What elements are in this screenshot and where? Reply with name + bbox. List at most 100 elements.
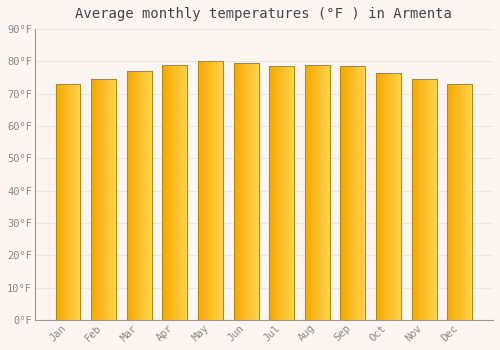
Bar [364,66,366,320]
Bar [471,84,472,320]
Bar [359,66,360,320]
Bar [112,79,114,320]
Bar [91,79,116,320]
Bar [102,79,104,320]
Bar [324,65,325,320]
Bar [140,71,141,320]
Bar [306,65,308,320]
Bar [414,79,416,320]
Bar [376,73,378,320]
Bar [385,73,386,320]
Bar [213,61,214,320]
Bar [181,65,182,320]
Bar [284,66,286,320]
Bar [450,84,451,320]
Bar [236,63,238,320]
Bar [174,65,175,320]
Bar [172,65,174,320]
Bar [63,84,64,320]
Bar [234,63,235,320]
Bar [318,65,320,320]
Bar [346,66,348,320]
Bar [340,66,365,320]
Bar [178,65,180,320]
Bar [412,79,436,320]
Bar [426,79,428,320]
Bar [322,65,324,320]
Bar [273,66,274,320]
Bar [222,61,223,320]
Bar [422,79,423,320]
Bar [74,84,76,320]
Bar [115,79,116,320]
Bar [400,73,401,320]
Bar [110,79,111,320]
Bar [198,61,200,320]
Bar [354,66,356,320]
Bar [104,79,105,320]
Bar [382,73,384,320]
Bar [412,79,413,320]
Bar [288,66,289,320]
Bar [98,79,100,320]
Bar [139,71,140,320]
Bar [280,66,281,320]
Bar [76,84,78,320]
Bar [434,79,436,320]
Bar [78,84,79,320]
Bar [458,84,460,320]
Bar [186,65,188,320]
Bar [316,65,318,320]
Bar [342,66,343,320]
Bar [390,73,391,320]
Bar [67,84,68,320]
Bar [424,79,426,320]
Bar [92,79,94,320]
Bar [185,65,186,320]
Bar [423,79,424,320]
Bar [350,66,352,320]
Bar [94,79,95,320]
Bar [245,63,246,320]
Bar [293,66,294,320]
Bar [218,61,219,320]
Bar [466,84,467,320]
Bar [242,63,244,320]
Bar [62,84,63,320]
Bar [362,66,363,320]
Bar [57,84,58,320]
Bar [412,79,436,320]
Bar [72,84,73,320]
Bar [386,73,388,320]
Bar [137,71,138,320]
Bar [146,71,148,320]
Bar [176,65,178,320]
Bar [452,84,454,320]
Bar [255,63,256,320]
Bar [381,73,382,320]
Bar [353,66,354,320]
Bar [168,65,170,320]
Bar [212,61,213,320]
Bar [470,84,471,320]
Bar [143,71,144,320]
Bar [206,61,208,320]
Bar [292,66,293,320]
Bar [105,79,106,320]
Bar [127,71,152,320]
Bar [138,71,139,320]
Bar [363,66,364,320]
Bar [314,65,315,320]
Bar [278,66,279,320]
Bar [289,66,290,320]
Bar [433,79,434,320]
Bar [283,66,284,320]
Bar [68,84,70,320]
Bar [235,63,236,320]
Bar [180,65,181,320]
Bar [251,63,252,320]
Bar [96,79,98,320]
Bar [171,65,172,320]
Bar [432,79,433,320]
Bar [108,79,110,320]
